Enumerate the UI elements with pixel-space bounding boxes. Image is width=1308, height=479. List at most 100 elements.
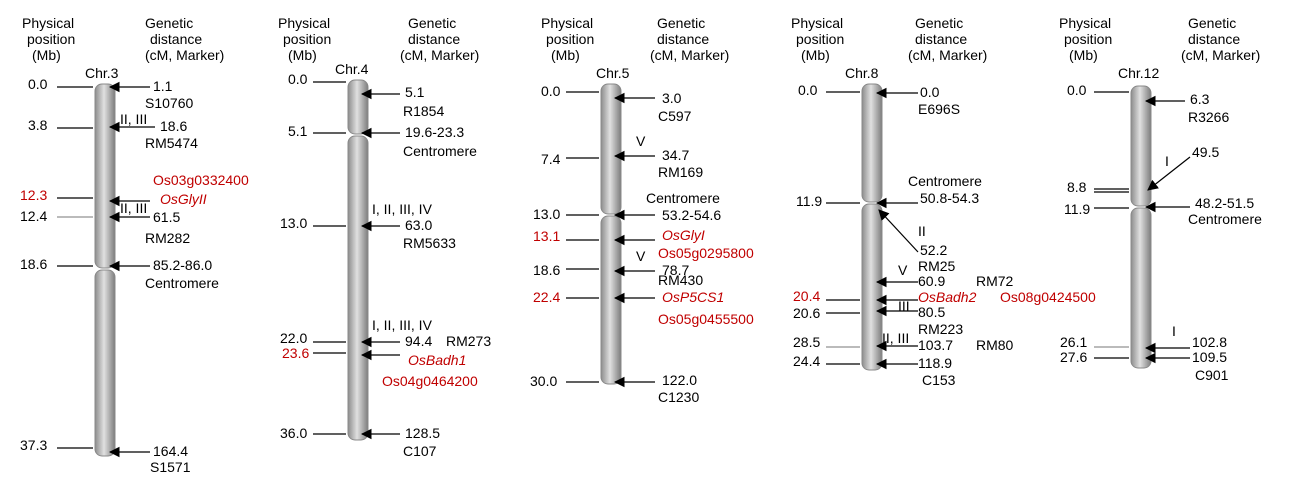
position-label: 22.4 (533, 289, 560, 305)
physical-header-line2: position (546, 31, 594, 47)
genetic-header-line2: distance (1188, 31, 1240, 47)
marker-arrow (1147, 156, 1191, 191)
marker-name: Centromere (908, 173, 982, 189)
panel-chr12: Physical position (Mb) Genetic distance … (1059, 15, 1262, 383)
genetic-header-line1: Genetic (915, 15, 963, 31)
marker-cm: 164.4 (153, 443, 188, 459)
chromosome-label: Chr.5 (596, 65, 630, 81)
position-label: 28.5 (793, 334, 820, 350)
qtl-label: V (636, 133, 646, 149)
position-label: 7.4 (541, 151, 561, 167)
position-label: 22.0 (280, 330, 307, 346)
chromosome-arm-long (347, 135, 369, 441)
chromosome-arm-short (861, 83, 883, 203)
qtl-label: III (898, 298, 910, 314)
genetic-header-line1: Genetic (145, 15, 193, 31)
marker-cm: 78.7 (662, 262, 689, 278)
position-label: 27.6 (1060, 349, 1087, 365)
qtl-label: II, III (120, 111, 147, 127)
marker-name: RM25 (918, 258, 956, 274)
marker-cm: 53.2-54.6 (662, 207, 721, 223)
marker-name: E696S (918, 101, 960, 117)
chromosome-label: Chr.4 (335, 61, 369, 77)
chromosome-label: Chr.3 (85, 65, 119, 81)
physical-header-line1: Physical (791, 15, 843, 31)
chromosome-label: Chr.8 (845, 65, 879, 81)
gene-name: OsBadh2 (918, 289, 977, 305)
gene-id: Os03g0332400 (153, 172, 249, 188)
position-label: 20.6 (793, 305, 820, 321)
position-label: 13.0 (533, 206, 560, 222)
marker-name: S1571 (150, 459, 191, 475)
chromosome-arm-short (94, 83, 116, 269)
position-label: 18.6 (20, 256, 47, 272)
panel-chr4: Physical position (Mb) Genetic distance … (278, 15, 491, 459)
marker-cm: 109.5 (1192, 349, 1227, 365)
physical-header-line1: Physical (22, 15, 74, 31)
physical-header-line1: Physical (278, 15, 330, 31)
marker-cm: 118.9 (918, 355, 952, 371)
genetic-header-line2: distance (915, 31, 967, 47)
physical-header-line2: position (283, 31, 331, 47)
marker-name: Centromere (1188, 211, 1262, 227)
gene-name: OsP5CS1 (662, 289, 724, 305)
marker-cm: 49.5 (1192, 144, 1219, 160)
position-label: 26.1 (1060, 334, 1087, 350)
chromosome-arm-long (861, 203, 883, 371)
qtl-label: II, III (120, 200, 147, 216)
marker-cm: 19.6-23.3 (405, 124, 464, 140)
marker-cm: 6.3 (1190, 91, 1210, 107)
position-label: 5.1 (288, 123, 308, 139)
position-label: 18.6 (533, 262, 560, 278)
gene-id: Os05g0455500 (658, 311, 754, 327)
physical-header-line3: (Mb) (801, 47, 830, 63)
marker-cm: 34.7 (662, 147, 689, 163)
position-label: 3.8 (28, 117, 48, 133)
marker-cm: 48.2-51.5 (1195, 195, 1254, 211)
position-label: 23.6 (282, 345, 309, 361)
qtl-label: V (898, 262, 908, 278)
marker-name: C153 (922, 372, 956, 388)
marker-name: RM273 (446, 333, 491, 349)
genetic-header-line3: (cM, Marker) (908, 47, 987, 63)
marker-name: Centromere (403, 143, 477, 159)
marker-cm: 63.0 (405, 217, 432, 233)
genetic-header-line1: Genetic (408, 15, 456, 31)
marker-arrow (878, 209, 919, 253)
marker-cm: 80.5 (918, 304, 945, 320)
position-label: 0.0 (288, 71, 308, 87)
marker-cm: 52.2 (920, 242, 947, 258)
position-label: 36.0 (280, 425, 307, 441)
genetic-header-line3: (cM, Marker) (1181, 47, 1260, 63)
genetic-header-line2: distance (150, 31, 202, 47)
marker-cm: 18.6 (160, 118, 187, 134)
chromosome-arm-short (600, 83, 622, 215)
position-label: 13.1 (533, 228, 560, 244)
qtl-label: V (636, 248, 646, 264)
marker-cm: 94.4 (405, 333, 432, 349)
marker-name: RM223 (918, 321, 963, 337)
marker-name: RM430 (658, 272, 703, 288)
qtl-label: I, II, III, IV (372, 317, 433, 333)
position-label: 20.4 (793, 288, 820, 304)
position-label: 0.0 (541, 83, 561, 99)
qtl-label: II (918, 223, 926, 239)
marker-name: C107 (403, 443, 437, 459)
gene-id: Os05g0295800 (658, 245, 754, 261)
marker-name: RM72 (976, 273, 1014, 289)
position-label: 8.8 (1067, 179, 1087, 195)
position-label: 11.9 (796, 193, 822, 209)
marker-cm: 128.5 (405, 425, 440, 441)
marker-cm: 0.0 (920, 84, 940, 100)
position-label: 12.4 (20, 208, 47, 224)
marker-name: RM5633 (403, 235, 456, 251)
physical-header-line2: position (27, 31, 75, 47)
marker-cm: 102.8 (1192, 334, 1227, 350)
position-label: 0.0 (798, 82, 818, 98)
physical-header-line2: position (796, 31, 844, 47)
physical-header-line3: (Mb) (32, 47, 61, 63)
position-label: 30.0 (530, 373, 557, 389)
chromosome-arm-short (347, 79, 369, 135)
